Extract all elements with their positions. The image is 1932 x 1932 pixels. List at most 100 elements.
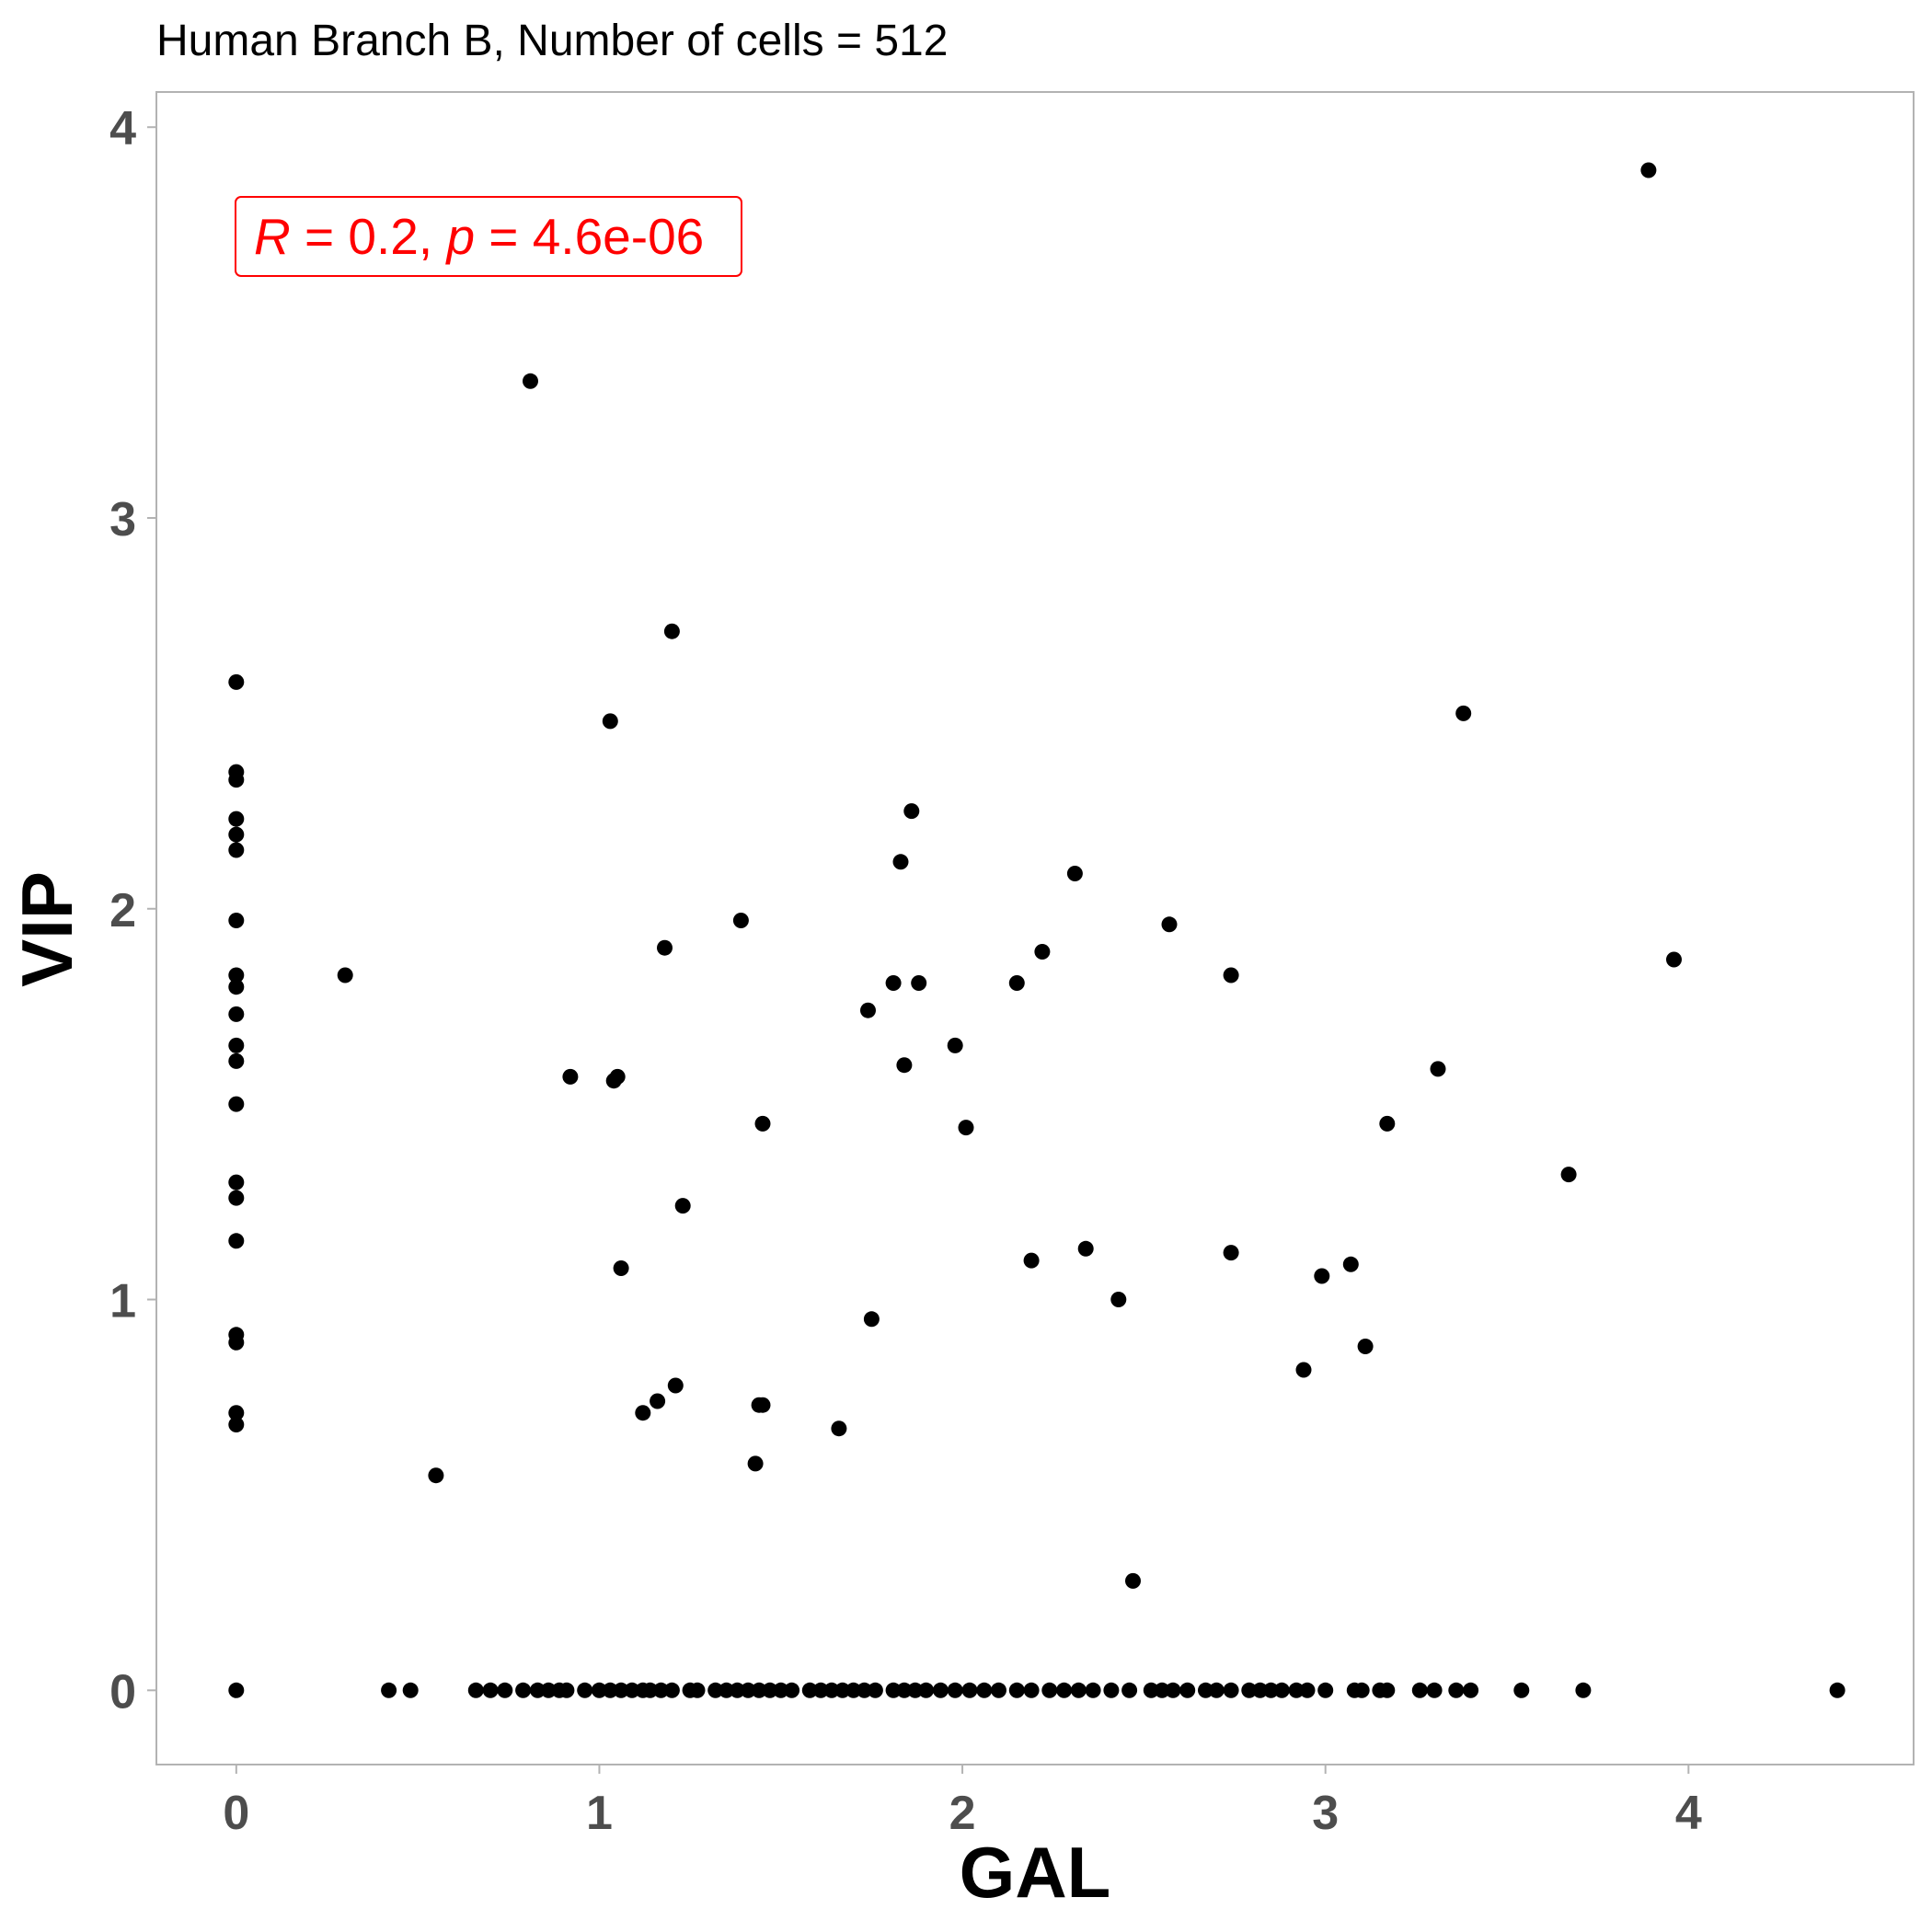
data-point: [228, 967, 245, 983]
data-point: [754, 1397, 771, 1413]
data-point: [1223, 967, 1239, 983]
data-point: [523, 373, 538, 389]
data-point: [947, 1682, 963, 1698]
data-point: [801, 1682, 818, 1698]
x-tick-label: 0: [223, 1787, 249, 1840]
data-point: [1252, 1682, 1269, 1698]
data-point: [613, 1682, 629, 1698]
data-point: [337, 967, 353, 983]
data-point: [958, 1120, 974, 1136]
data-point: [834, 1682, 851, 1698]
data-point: [863, 1311, 880, 1328]
data-point: [754, 1115, 771, 1132]
data-point: [402, 1682, 419, 1698]
data-point: [650, 1393, 666, 1409]
data-point: [911, 975, 927, 991]
data-point: [1125, 1572, 1141, 1589]
data-point: [1513, 1682, 1530, 1698]
x-tick-label: 4: [1675, 1787, 1702, 1840]
data-point: [642, 1682, 659, 1698]
data-point: [885, 975, 902, 991]
data-point: [885, 1682, 902, 1698]
data-point: [845, 1682, 862, 1698]
data-point: [667, 1377, 684, 1394]
data-point: [228, 1233, 245, 1249]
data-point: [1008, 1682, 1025, 1698]
data-point: [1070, 1682, 1087, 1698]
data-point: [228, 1190, 245, 1206]
data-point: [228, 1174, 245, 1190]
data-point: [751, 1682, 767, 1698]
data-point: [784, 1682, 800, 1698]
data-point: [1299, 1682, 1316, 1698]
data-point: [591, 1682, 607, 1698]
data-point: [1575, 1682, 1592, 1698]
plot-panel: [155, 91, 1915, 1765]
data-point: [1103, 1682, 1120, 1698]
data-point: [812, 1682, 829, 1698]
data-point: [903, 803, 920, 820]
data-point: [602, 1682, 618, 1698]
data-point: [689, 1682, 706, 1698]
data-point: [1379, 1682, 1396, 1698]
data-point: [609, 1068, 626, 1085]
data-point: [1430, 1061, 1446, 1077]
data-point: [823, 1682, 840, 1698]
x-axis-title: GAL: [960, 1832, 1111, 1913]
data-point: [961, 1682, 978, 1698]
data-point: [976, 1682, 993, 1698]
data-point: [228, 1096, 245, 1112]
y-tick-label: 0: [109, 1665, 136, 1719]
data-point: [1143, 1682, 1159, 1698]
data-point: [497, 1682, 513, 1698]
data-point: [1314, 1268, 1330, 1284]
data-point: [663, 623, 680, 639]
data-point: [1560, 1167, 1577, 1183]
data-point: [1288, 1682, 1305, 1698]
x-tick-label: 1: [586, 1787, 613, 1840]
x-tick-label: 3: [1312, 1787, 1339, 1840]
points-layer: [228, 162, 1846, 1698]
data-point: [228, 979, 245, 995]
data-point: [1161, 916, 1178, 933]
data-point: [1056, 1682, 1073, 1698]
data-point: [653, 1682, 669, 1698]
data-point: [1829, 1682, 1846, 1698]
data-point: [1295, 1362, 1312, 1378]
data-point: [428, 1467, 444, 1484]
data-point: [857, 1682, 872, 1698]
data-point: [1357, 1339, 1374, 1354]
data-point: [1198, 1682, 1213, 1698]
data-point: [1077, 1240, 1094, 1257]
data-point: [1041, 1682, 1058, 1698]
data-point: [1263, 1682, 1279, 1698]
data-point: [1463, 1682, 1479, 1698]
data-point: [918, 1682, 935, 1698]
data-point: [762, 1682, 778, 1698]
data-point: [602, 713, 618, 730]
chart-title: Human Branch B, Number of cells = 512: [156, 17, 948, 65]
data-point: [613, 1260, 629, 1276]
data-point: [663, 1682, 680, 1698]
y-tick-label: 4: [109, 102, 136, 155]
r-symbol: R: [254, 208, 291, 265]
data-point: [1379, 1115, 1396, 1132]
data-point: [1154, 1682, 1170, 1698]
data-point: [1066, 866, 1083, 881]
data-point: [1023, 1252, 1040, 1269]
data-point: [719, 1682, 735, 1698]
data-point: [773, 1682, 789, 1698]
data-point: [1455, 705, 1472, 721]
data-point: [729, 1682, 745, 1698]
data-point: [1273, 1682, 1290, 1698]
data-point: [228, 1006, 245, 1022]
data-point: [558, 1682, 575, 1698]
data-point: [635, 1405, 651, 1421]
data-point: [932, 1682, 949, 1698]
data-point: [1085, 1682, 1101, 1698]
data-point: [577, 1682, 593, 1698]
data-point: [228, 1682, 245, 1698]
data-point: [892, 854, 909, 870]
data-point: [228, 1405, 245, 1421]
